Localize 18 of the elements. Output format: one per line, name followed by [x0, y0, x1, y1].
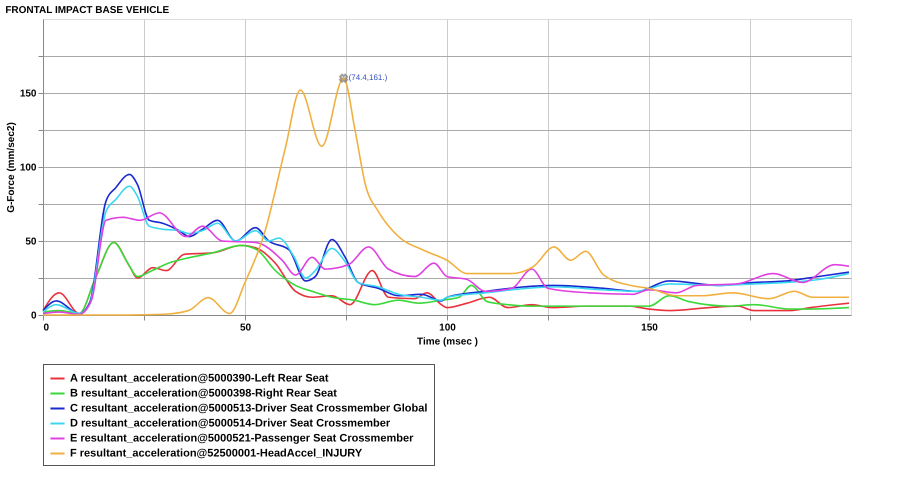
x-tick-label: 150: [641, 322, 658, 334]
legend-label: A resultant_acceleration@5000390-Left Rear Seat: [70, 372, 329, 384]
legend-label: D resultant_acceleration@5000514-Driver Seat Crossmember: [70, 418, 391, 430]
legend-label: E resultant_acceleration@5000521-Passenger Seat Crossmember: [70, 432, 414, 444]
y-tick-label: 100: [20, 162, 37, 174]
legend-label: C resultant_acceleration@5000513-Driver Seat Crossmember Global: [70, 402, 428, 414]
chart-title: FRONTAL IMPACT BASE VEHICLE: [5, 5, 170, 16]
annotation: (74.4,161.): [348, 73, 388, 82]
legend-label: B resultant_acceleration@5000398-Right Rear Seat: [70, 388, 338, 400]
y-tick-label: 50: [25, 236, 37, 248]
x-tick-label: 100: [439, 322, 456, 334]
y-tick-label: 0: [30, 310, 37, 322]
y-axis-title: G-Force (mm/sec2): [6, 122, 17, 213]
y-tick-label: 150: [20, 88, 37, 100]
legend-label: F resultant_acceleration@52500001-HeadAccel_INJURY: [70, 448, 363, 460]
x-tick-label: 0: [44, 322, 50, 334]
x-axis-title: Time (msec ): [417, 336, 478, 348]
x-tick-label: 50: [240, 322, 252, 334]
